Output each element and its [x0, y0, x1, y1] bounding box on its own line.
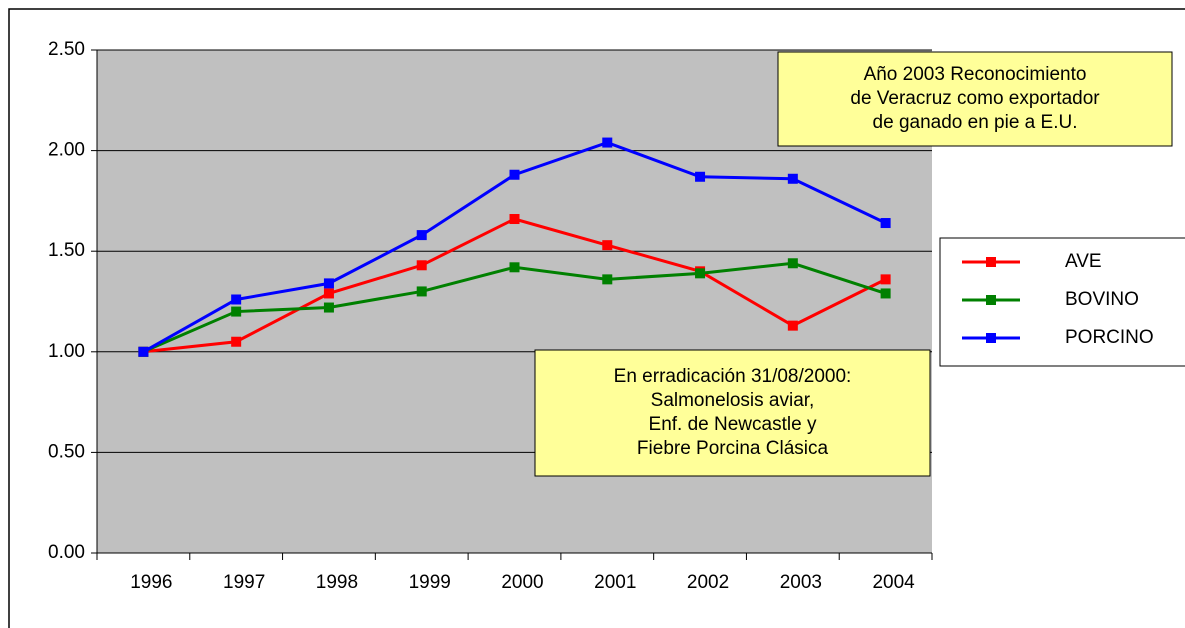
- marker: [787, 258, 798, 269]
- marker: [695, 268, 706, 279]
- x-tick-label: 2002: [687, 572, 729, 593]
- y-tick-label: 2.50: [48, 39, 85, 60]
- annotation-text: de ganado en pie a E.U.: [873, 112, 1078, 133]
- marker: [231, 336, 242, 347]
- annotation-box: [534, 349, 931, 477]
- marker: [416, 286, 427, 297]
- y-tick-label: 2.00: [48, 140, 85, 161]
- marker: [323, 278, 334, 289]
- marker: [416, 260, 427, 271]
- y-tick-label: 0.00: [48, 542, 85, 563]
- marker: [416, 230, 427, 241]
- x-tick-label: 2001: [594, 572, 636, 593]
- y-tick-label: 1.50: [48, 240, 85, 261]
- marker: [138, 346, 149, 357]
- marker: [323, 288, 334, 299]
- marker: [231, 294, 242, 305]
- legend-marker: [986, 295, 996, 305]
- marker: [509, 214, 520, 225]
- marker: [602, 240, 613, 251]
- marker: [602, 137, 613, 148]
- marker: [787, 320, 798, 331]
- marker: [509, 169, 520, 180]
- legend: [939, 237, 1185, 367]
- x-tick-label: 1997: [223, 572, 265, 593]
- marker: [880, 218, 891, 229]
- annotation-box: [777, 51, 1173, 147]
- marker: [231, 306, 242, 317]
- annotation-text: En erradicación 31/08/2000:: [614, 366, 852, 387]
- marker: [880, 274, 891, 285]
- legend-label: BOVINO: [1065, 289, 1139, 310]
- marker: [509, 262, 520, 273]
- legend-label: PORCINO: [1065, 327, 1154, 348]
- x-tick-label: 1999: [409, 572, 451, 593]
- annotation-text: Salmonelosis aviar,: [651, 390, 815, 411]
- marker: [695, 171, 706, 182]
- legend-marker: [986, 257, 996, 267]
- x-tick-label: 1998: [316, 572, 358, 593]
- x-tick-label: 2003: [780, 572, 822, 593]
- x-tick-label: 1996: [130, 572, 172, 593]
- annotation-text: de Veracruz como exportador: [850, 88, 1100, 109]
- marker: [323, 302, 334, 313]
- marker: [880, 288, 891, 299]
- y-tick-label: 1.00: [48, 341, 85, 362]
- legend-label: AVE: [1065, 251, 1102, 272]
- y-tick-label: 0.50: [48, 441, 85, 462]
- annotation-text: Año 2003 Reconocimiento: [864, 64, 1087, 85]
- x-tick-label: 2000: [501, 572, 543, 593]
- marker: [787, 173, 798, 184]
- annotation-text: Enf. de Newcastle y: [649, 414, 817, 435]
- legend-marker: [986, 333, 996, 343]
- annotation-text: Fiebre Porcina Clásica: [637, 438, 829, 459]
- marker: [602, 274, 613, 285]
- x-tick-label: 2004: [872, 572, 915, 593]
